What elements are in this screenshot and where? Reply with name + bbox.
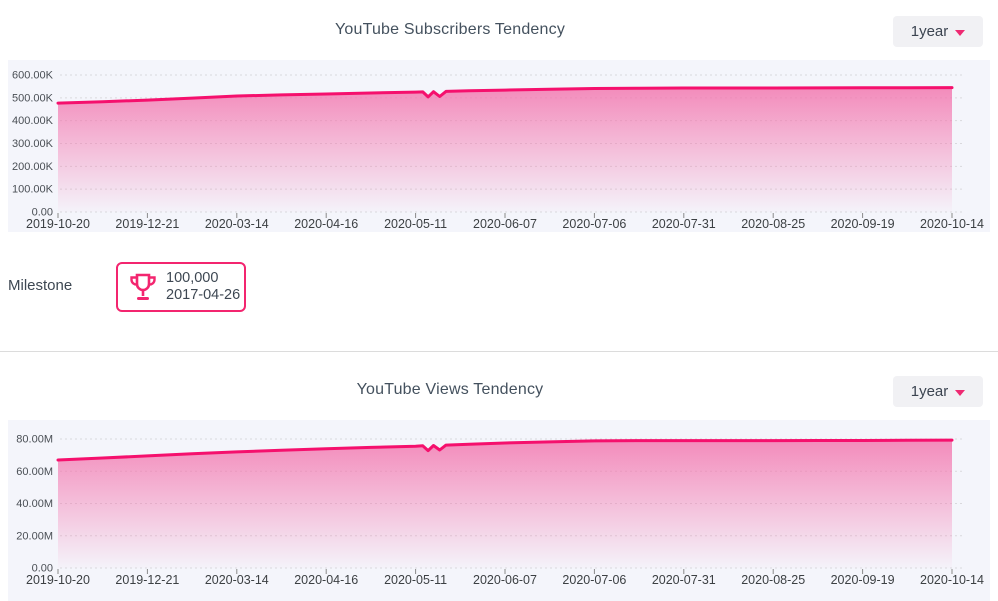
x-tick-label: 2020-03-14 [205,573,269,587]
x-tick-label: 2020-07-06 [562,217,626,231]
area-fill [58,87,952,212]
y-tick-label: 500.00K [12,92,54,104]
views-chart: 80.00M 60.00M 40.00M 20.00M 0.00 2019-10-20 20… [8,420,990,601]
milestone-card[interactable]: 100,000 2017-04-26 [116,262,246,312]
y-tick-label: 60.00M [16,466,53,478]
y-tick-label: 600.00K [12,70,54,82]
caret-down-icon [955,29,966,36]
subscribers-range-selector[interactable]: 1year [893,16,983,47]
subscribers-chart-title: YouTube Subscribers Tendency [334,21,566,38]
views-chart-title: YouTube Views Tendency [356,381,544,398]
milestone-text: 100,000 2017-04-26 [166,270,240,304]
x-tick-label: 2020-08-25 [741,217,805,231]
range-selector-label: 1year [910,23,949,40]
y-tick-label: 300.00K [12,138,54,150]
milestone-value: 100,000 [166,270,219,286]
x-tick-label: 2020-03-14 [205,217,269,231]
x-tick-label: 2020-04-16 [294,217,358,231]
subscribers-chart: 600.00K 500.00K 400.00K 300.00K 200.00K 100.0… [8,60,990,232]
x-tick-label: 2020-05-11 [384,217,447,231]
trend-line [56,438,954,462]
x-tick-label: 2020-10-14 [920,573,984,587]
x-tick-label: 2019-12-21 [115,217,179,231]
y-tick-label: 100.00K [12,184,54,196]
x-tick-label: 2020-05-11 [384,573,447,587]
x-tick-label: 2020-09-19 [831,217,895,231]
x-tick-label: 2020-08-25 [741,573,805,587]
x-tick-label: 2019-12-21 [115,573,179,587]
y-tick-label: 40.00M [16,498,53,510]
area-fill [58,440,952,568]
x-tick-label: 2020-07-06 [562,573,626,587]
subscribers-chart-svg: 600.00K 500.00K 400.00K 300.00K 200.00K 100.0… [12,70,984,232]
section-divider [0,351,998,352]
x-tick-label: 2020-06-07 [473,573,537,587]
y-tick-label: 80.00M [16,434,53,446]
x-tick-label: 2020-04-16 [294,573,358,587]
x-tick-label: 2019-10-20 [26,217,90,231]
x-tick-label: 2019-10-20 [26,573,90,587]
milestone-label: Milestone [8,277,73,294]
x-tick-label: 2020-07-31 [652,573,716,587]
trend-line [56,86,954,105]
y-tick-label: 200.00K [12,161,54,173]
y-tick-label: 400.00K [12,115,54,127]
x-tick-label: 2020-09-19 [831,573,895,587]
x-tick-label: 2020-10-14 [920,217,984,231]
milestone-date: 2017-04-26 [166,287,241,303]
y-tick-label: 0.00 [32,563,53,575]
views-range-selector[interactable]: 1year [893,376,983,407]
x-tick-label: 2020-06-07 [473,217,537,231]
y-tick-label: 0.00 [32,207,53,219]
caret-down-icon [955,389,966,396]
range-selector-label: 1year [910,383,949,400]
trophy-icon [130,273,156,300]
y-tick-label: 20.00M [16,530,53,542]
x-tick-label: 2020-07-31 [652,217,716,231]
